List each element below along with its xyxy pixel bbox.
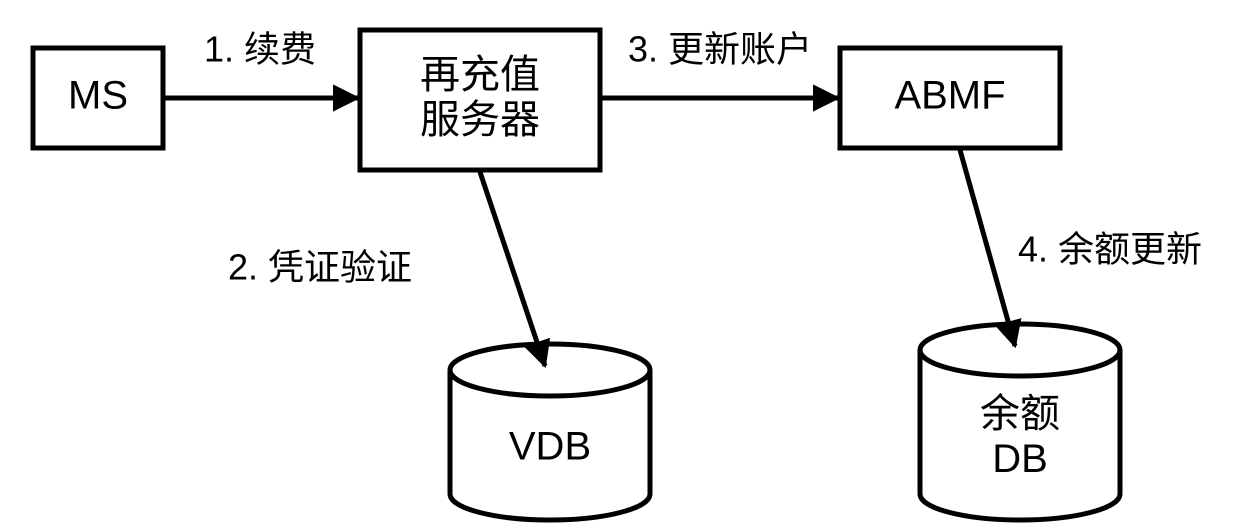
node-recharge-line0: 再充值 — [420, 53, 540, 97]
edge-e1-label: 1. 续费 — [204, 29, 316, 70]
node-recharge-line1: 服务器 — [420, 98, 540, 142]
node-vdb-line0: VDB — [509, 425, 591, 469]
node-baldb-line0: 余额 — [980, 392, 1060, 436]
edge-e3-label: 3. 更新账户 — [628, 29, 812, 70]
telecom-recharge-flow-diagram: MS 再充值服务器 ABMF VDB 余额DB 1. 续费 2. 凭证验证 3. 更新账户 4.… — [0, 0, 1240, 527]
node-baldb-line1: DB — [992, 437, 1048, 481]
node-ms-line0: MS — [68, 74, 128, 118]
node-abmf-line0: ABMF — [894, 74, 1005, 118]
edge-e2-label: 2. 凭证验证 — [228, 247, 412, 288]
edge-e4-label: 4. 余额更新 — [1018, 229, 1202, 270]
edge-e4 — [960, 150, 1015, 346]
edge-e2 — [480, 172, 545, 366]
